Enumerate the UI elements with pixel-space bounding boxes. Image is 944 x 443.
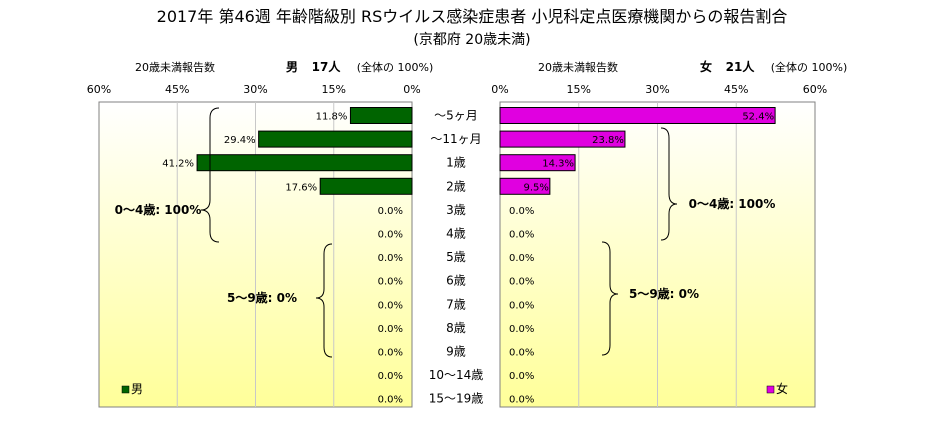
age-category-label: 9歳 bbox=[446, 345, 466, 359]
female-value-label: 23.8% bbox=[592, 135, 624, 146]
male-value-label: 0.0% bbox=[378, 395, 403, 406]
female-bar bbox=[499, 107, 776, 124]
male-value-label: 0.0% bbox=[378, 206, 403, 217]
male-value-label: 29.4% bbox=[224, 135, 256, 146]
female-0-4-share: 0～4歳: 100% bbox=[689, 196, 776, 211]
female-value-label: 0.0% bbox=[509, 253, 534, 264]
female-share-note: (全体の 100%) bbox=[771, 60, 848, 74]
male-value-label: 0.0% bbox=[378, 300, 403, 311]
brace-female-5-9 bbox=[601, 241, 619, 356]
male-value-label: 0.0% bbox=[378, 348, 403, 359]
male-bar bbox=[319, 177, 413, 195]
female-tick-label: 30% bbox=[645, 83, 669, 96]
brace-male-5-9 bbox=[315, 243, 333, 358]
male-bar bbox=[349, 107, 413, 124]
male-tick-label: 30% bbox=[243, 83, 267, 96]
female-value-label: 0.0% bbox=[509, 206, 534, 217]
male-5-9-share: 5～9歳: 0% bbox=[227, 290, 297, 305]
female-bar bbox=[499, 130, 626, 148]
female-value-label: 0.0% bbox=[509, 230, 534, 241]
male-tick-label: 15% bbox=[322, 83, 346, 96]
female-count-label: 20歳未満報告数 bbox=[538, 61, 618, 74]
male-value-label: 0.0% bbox=[378, 371, 403, 382]
male-bar bbox=[196, 154, 413, 172]
age-category-label: 8歳 bbox=[446, 321, 466, 335]
age-category-label: ～11ヶ月 bbox=[430, 132, 481, 146]
age-category-label: 15～19歳 bbox=[429, 392, 484, 406]
bars bbox=[196, 107, 776, 195]
male-tick-label: 45% bbox=[165, 83, 189, 96]
male-legend-swatch bbox=[121, 385, 130, 394]
age-category-label: 2歳 bbox=[446, 179, 466, 193]
female-value-label: 0.0% bbox=[509, 371, 534, 382]
female-value-label: 0.0% bbox=[509, 324, 534, 335]
female-tick-label: 60% bbox=[803, 83, 827, 96]
age-category-label: 5歳 bbox=[446, 250, 466, 264]
age-category-label: 3歳 bbox=[446, 203, 466, 217]
male-sex-label: 男 bbox=[286, 60, 298, 74]
male-value-label: 11.8% bbox=[316, 112, 348, 123]
female-tick-label: 15% bbox=[567, 83, 591, 96]
female-value-label: 0.0% bbox=[509, 395, 534, 406]
female-value-label: 9.5% bbox=[523, 182, 548, 193]
female-legend-label: 女 bbox=[776, 381, 788, 396]
male-value-label: 0.0% bbox=[378, 324, 403, 335]
age-category-label: 7歳 bbox=[446, 297, 466, 311]
chart-title: 2017年 第46週 年齢階級別 RSウイルス感染症患者 小児科定点医療機関から… bbox=[157, 7, 788, 26]
female-value-label: 14.3% bbox=[542, 159, 574, 170]
brace-female-0-4 bbox=[660, 127, 678, 241]
male-value-label: 0.0% bbox=[378, 277, 403, 288]
male-tick-label: 60% bbox=[87, 83, 111, 96]
male-value-label: 17.6% bbox=[285, 182, 317, 193]
female-sex-label: 女 bbox=[700, 59, 712, 74]
female-value-label: 0.0% bbox=[509, 348, 534, 359]
female-tick-label: 45% bbox=[724, 83, 748, 96]
female-5-9-share: 5～9歳: 0% bbox=[629, 286, 699, 301]
female-value-label: 0.0% bbox=[509, 300, 534, 311]
male-value-label: 0.0% bbox=[378, 253, 403, 264]
age-category-label: 1歳 bbox=[446, 156, 466, 170]
age-categories: ～5ヶ月 ～11ヶ月 1歳 2歳 3歳 4歳 5歳 6歳 7歳 8歳 9歳 10～14歳 15～19歳 bbox=[429, 109, 484, 406]
chart-subtitle: (京都府 20歳未満) bbox=[413, 32, 530, 48]
age-category-label: 4歳 bbox=[446, 227, 466, 241]
value-labels: 11.8% 52.4% 29.4% 23.8% 41.2% 14.3% 17.6% 9.5% 0… bbox=[162, 112, 774, 406]
male-tick-label: 0% bbox=[403, 83, 420, 96]
male-bar bbox=[258, 130, 413, 148]
male-value-label: 0.0% bbox=[378, 230, 403, 241]
male-count-label: 20歳未満報告数 bbox=[135, 61, 215, 74]
male-value-label: 41.2% bbox=[162, 159, 194, 170]
male-legend-label: 男 bbox=[131, 382, 143, 396]
female-value-label: 0.0% bbox=[509, 277, 534, 288]
brace-male-0-4 bbox=[200, 107, 220, 243]
female-tick-label: 0% bbox=[491, 83, 508, 96]
female-count-value: 21人 bbox=[726, 59, 756, 74]
male-count-value: 17人 bbox=[312, 59, 342, 74]
axis-ticks: 60% 45% 30% 15% 0% 0% 15% 30% 45% 60% bbox=[87, 83, 827, 96]
male-0-4-share: 0～4歳: 100% bbox=[115, 202, 202, 217]
age-category-label: 10～14歳 bbox=[429, 368, 484, 382]
female-legend-swatch bbox=[766, 385, 775, 394]
female-bar bbox=[499, 177, 551, 195]
age-category-label: ～5ヶ月 bbox=[434, 109, 478, 123]
age-category-label: 6歳 bbox=[446, 274, 466, 288]
female-value-label: 52.4% bbox=[742, 112, 774, 123]
male-share-note: (全体の 100%) bbox=[357, 60, 434, 74]
gridlines bbox=[176, 102, 737, 407]
female-bar bbox=[499, 154, 576, 172]
